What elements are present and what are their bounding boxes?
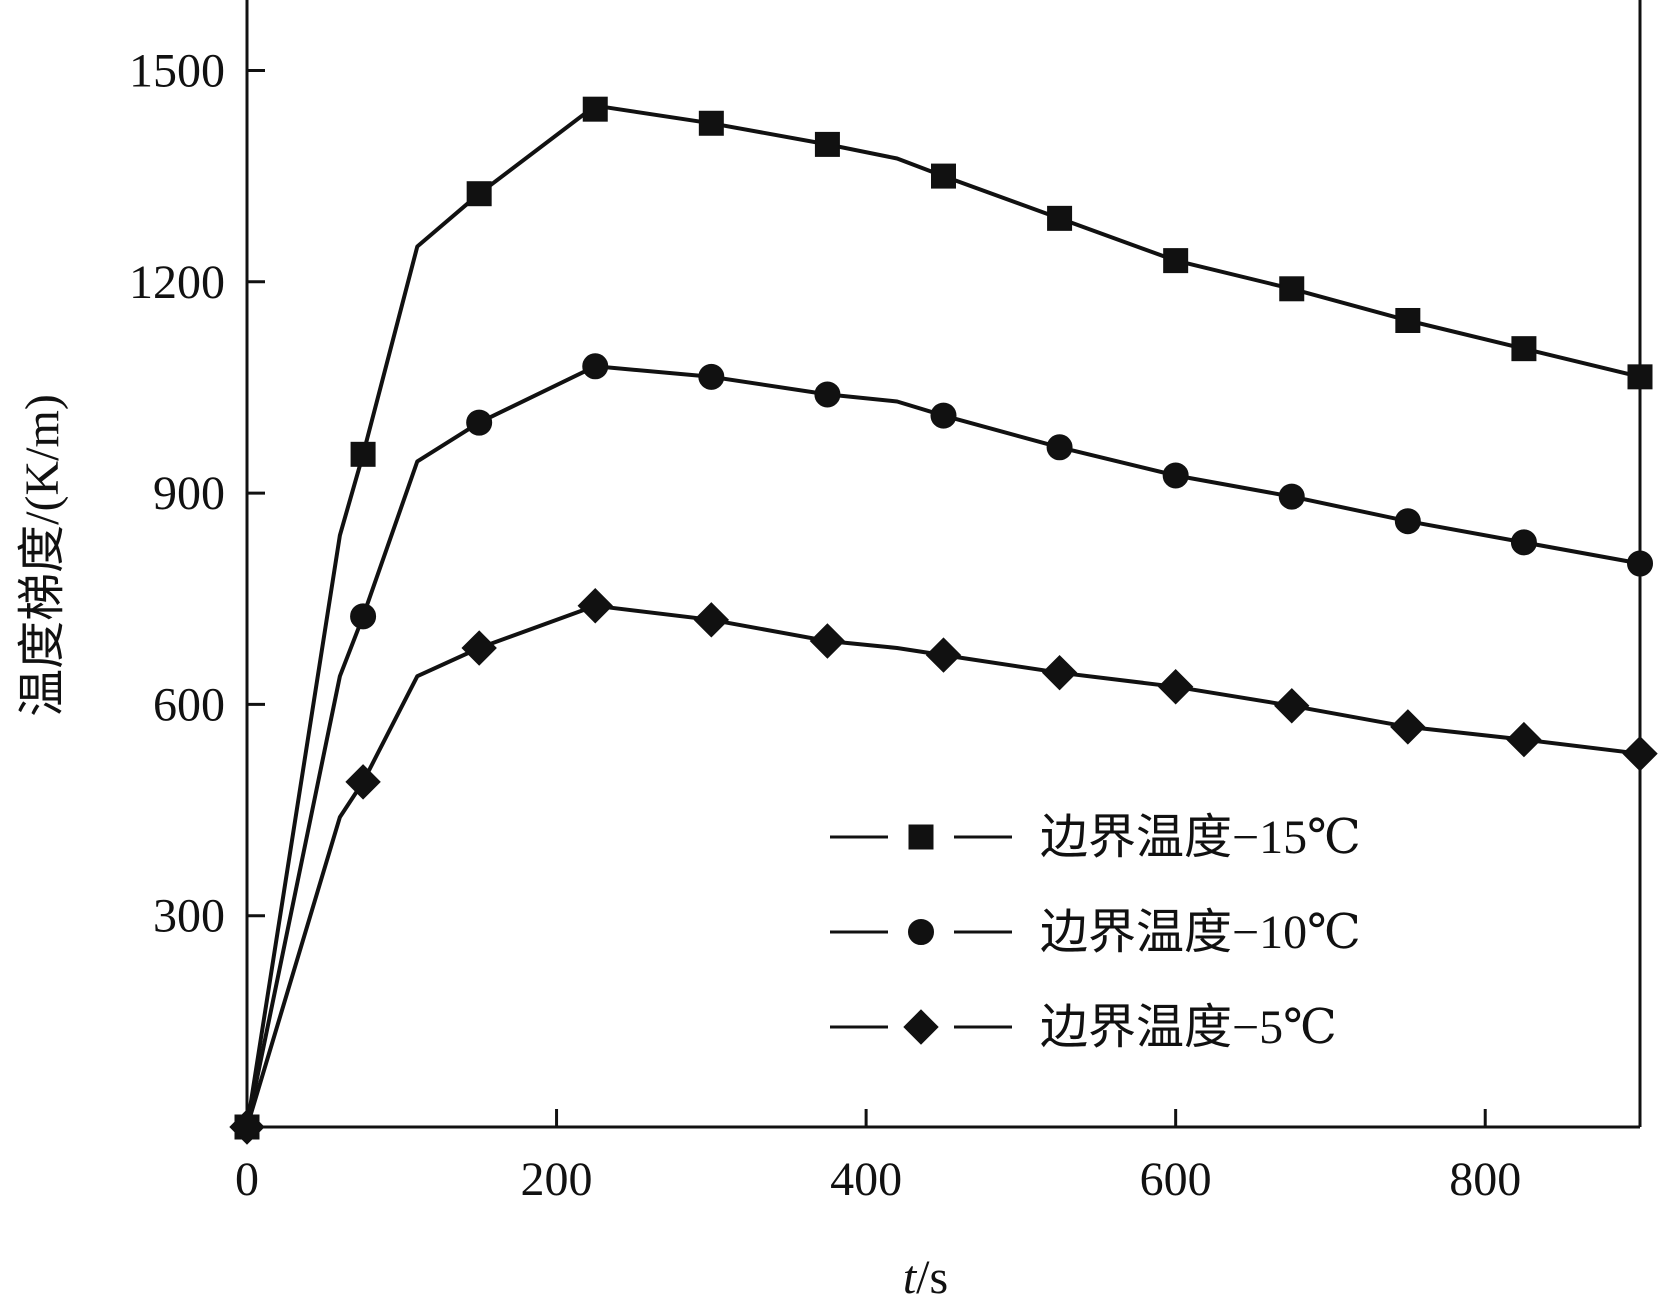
data-point-square bbox=[1511, 336, 1537, 362]
data-point-circle bbox=[1278, 483, 1305, 510]
data-point-square bbox=[1163, 248, 1189, 274]
series-line bbox=[245, 103, 1642, 1129]
legend-marker-square bbox=[908, 824, 934, 850]
y-tick-label: 600 bbox=[153, 678, 225, 731]
legend-label: 边界温度−15℃ bbox=[1040, 811, 1361, 864]
series-1 bbox=[234, 96, 1653, 1140]
data-point-diamond bbox=[1041, 654, 1078, 691]
data-point-square bbox=[1627, 364, 1653, 390]
data-point-circle bbox=[1627, 550, 1653, 577]
legend-entry: 边界温度−10℃ bbox=[830, 906, 1361, 959]
data-point-square bbox=[814, 131, 840, 157]
data-point-circle bbox=[930, 402, 957, 429]
series-line bbox=[245, 364, 1642, 1129]
data-point-circle bbox=[466, 409, 493, 436]
y-tick-label: 300 bbox=[153, 890, 225, 943]
data-point-square bbox=[698, 110, 724, 136]
data-point-diamond bbox=[1622, 735, 1658, 772]
data-point-circle bbox=[1162, 462, 1189, 489]
legend-entry: 边界温度−15℃ bbox=[830, 811, 1361, 864]
x-axis-title-variable: t bbox=[903, 1251, 918, 1304]
legend-layer: 边界温度−15℃ 边界温度−10℃ 边界温度−5℃ bbox=[830, 811, 1361, 1054]
legend-marker-diamond bbox=[903, 1009, 939, 1045]
x-tick-label: 200 bbox=[521, 1153, 593, 1206]
x-tick-label: 600 bbox=[1140, 1153, 1212, 1206]
data-point-square bbox=[1279, 276, 1305, 302]
data-point-diamond bbox=[925, 637, 962, 673]
y-axis-title: 温度梯度/(K/m) bbox=[16, 394, 69, 717]
series-line bbox=[245, 603, 1642, 1129]
data-point-circle bbox=[350, 603, 377, 630]
y-tick-label: 1500 bbox=[129, 44, 225, 97]
data-point-square bbox=[1047, 205, 1073, 231]
data-point-diamond bbox=[1390, 709, 1426, 745]
y-tick-label: 900 bbox=[153, 467, 225, 520]
x-tick-label: 400 bbox=[830, 1153, 902, 1206]
data-point-square bbox=[582, 96, 608, 122]
data-point-circle bbox=[1046, 434, 1073, 461]
legend-entry: 边界温度−5℃ bbox=[830, 1001, 1337, 1054]
data-point-circle bbox=[814, 381, 841, 408]
data-point-square bbox=[1395, 307, 1421, 333]
data-point-circle bbox=[698, 363, 725, 390]
data-point-circle bbox=[1394, 508, 1421, 535]
x-tick-label: 800 bbox=[1449, 1153, 1521, 1206]
x-tick-label: 0 bbox=[235, 1153, 259, 1206]
legend-marker-circle bbox=[908, 919, 934, 945]
series-3 bbox=[229, 588, 1658, 1145]
x-axis-title: t/s bbox=[903, 1251, 948, 1304]
data-point-diamond bbox=[461, 630, 497, 666]
legend-label: 边界温度−10℃ bbox=[1040, 906, 1361, 959]
data-point-diamond bbox=[577, 588, 613, 624]
data-point-diamond bbox=[693, 602, 730, 638]
data-point-circle bbox=[1510, 529, 1537, 556]
data-point-square bbox=[931, 163, 956, 189]
data-point-square bbox=[466, 181, 492, 207]
data-point-circle bbox=[582, 353, 609, 380]
x-axis-title-unit: /s bbox=[916, 1251, 948, 1304]
data-point-diamond bbox=[1506, 721, 1542, 758]
series-2 bbox=[234, 353, 1653, 1140]
data-point-diamond bbox=[229, 1109, 265, 1145]
y-tick-label: 1200 bbox=[129, 256, 225, 309]
data-point-diamond bbox=[345, 764, 381, 800]
axes-layer: 0 200 400 600 800 300 600 900 1200 1500 t/s 温度梯度/(K… bbox=[16, 0, 1642, 1304]
series-layer bbox=[229, 96, 1658, 1145]
data-point-diamond bbox=[1274, 688, 1310, 724]
data-point-square bbox=[350, 441, 376, 467]
data-point-diamond bbox=[809, 623, 846, 659]
legend-label: 边界温度−5℃ bbox=[1040, 1001, 1337, 1054]
data-point-diamond bbox=[1157, 669, 1194, 705]
